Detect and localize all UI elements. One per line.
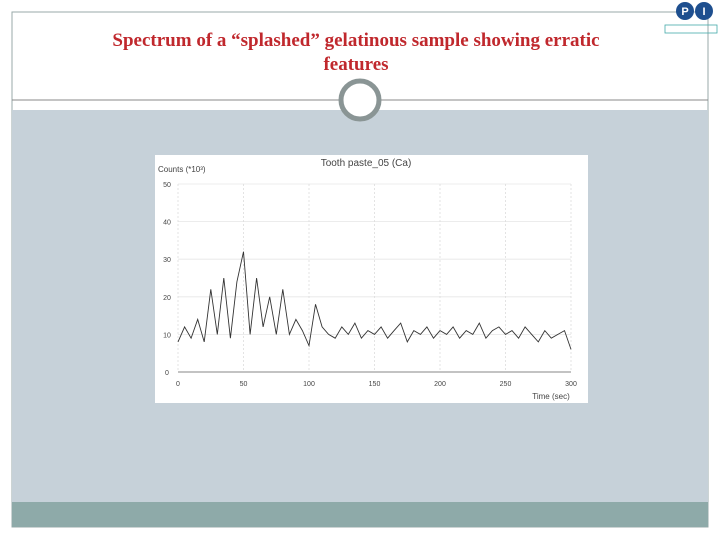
footer-bar — [12, 502, 708, 527]
y-tick-label: 30 — [163, 257, 171, 264]
x-tick-label: 100 — [303, 381, 315, 388]
x-tick-label: 0 — [176, 381, 180, 388]
x-tick-label: 300 — [565, 381, 577, 388]
x-tick-label: 150 — [369, 381, 381, 388]
logo-band — [664, 24, 718, 34]
chart-title: Tooth paste_05 (Ca) — [321, 158, 412, 169]
x-tick-label: 200 — [434, 381, 446, 388]
y-tick-label: 0 — [165, 370, 169, 377]
logo-circle — [695, 2, 713, 20]
data-line — [177, 251, 572, 350]
y-tick-label: 40 — [163, 220, 171, 227]
logo-circle — [676, 2, 694, 20]
chart-area — [155, 155, 588, 403]
logo-letter: I — [702, 6, 705, 18]
logo-letter: P — [681, 6, 688, 18]
y-tick-label: 50 — [163, 182, 171, 189]
slide-title-line1: Spectrum of a “splashed” gelatinous samp… — [112, 30, 599, 75]
x-tick-label: 250 — [500, 381, 512, 388]
y-axis-label: Counts (*10³) — [158, 165, 206, 174]
divider-ornament — [338, 78, 382, 122]
y-tick-label: 20 — [163, 295, 171, 302]
x-tick-label: 50 — [240, 381, 248, 388]
x-axis-label: Time (sec) — [532, 392, 570, 401]
y-tick-label: 10 — [163, 332, 171, 339]
